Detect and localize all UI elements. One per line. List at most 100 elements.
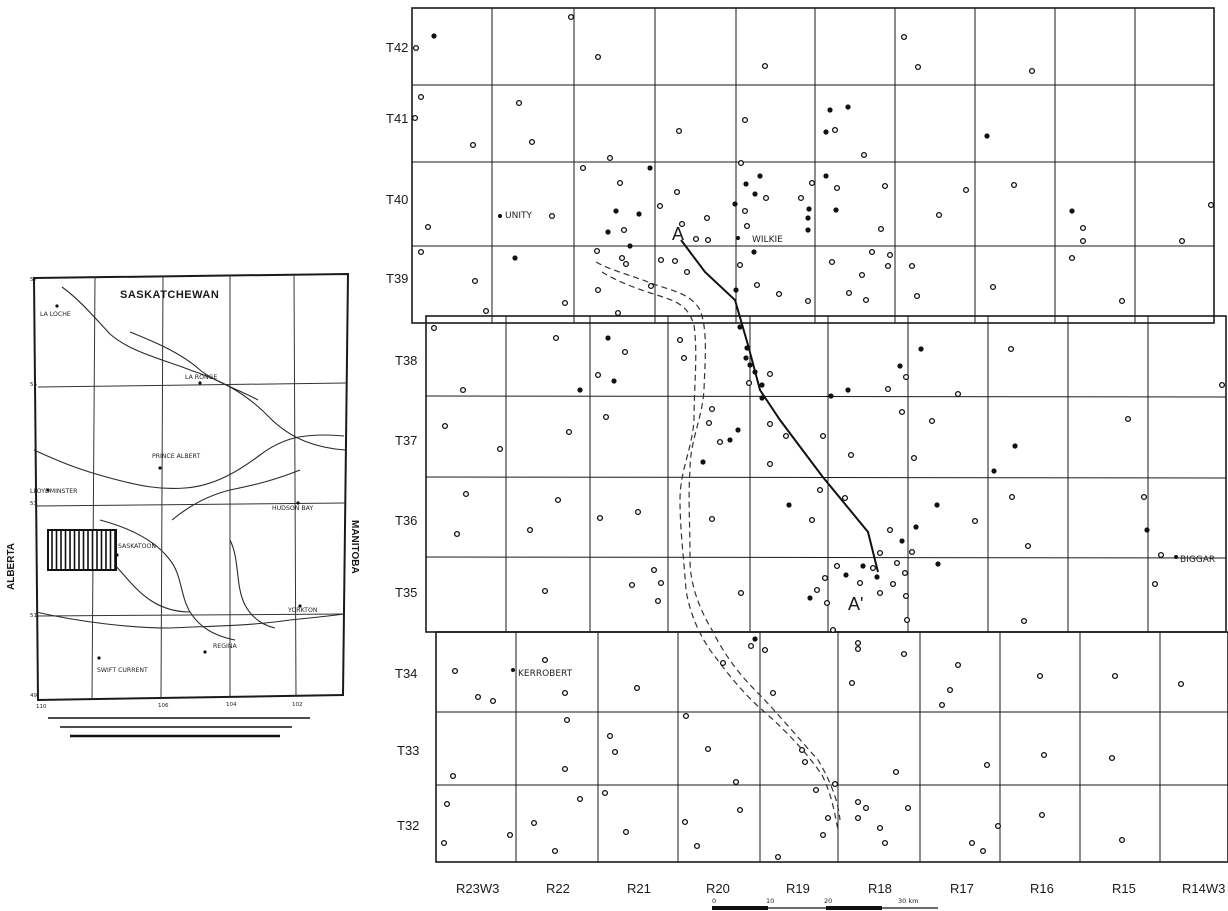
test-hole-symbol (908, 548, 916, 556)
township-block-border (435, 631, 1228, 863)
test-hole-symbol (462, 490, 470, 498)
test-hole-symbol (979, 847, 987, 855)
test-hole-symbol (654, 597, 662, 605)
scale-tick-label: 20 (824, 897, 832, 905)
test-hole-symbol (594, 53, 602, 61)
test-hole-symbol (1151, 580, 1159, 588)
test-hole-symbol (901, 569, 909, 577)
test-hole-symbol (705, 419, 713, 427)
valley-outline-dashed (595, 261, 841, 821)
city-dot (97, 656, 101, 660)
well-symbol (805, 215, 811, 221)
test-hole-symbol (854, 639, 862, 647)
test-hole-symbol (471, 277, 479, 285)
city-dot (298, 604, 302, 608)
well-symbol (757, 173, 763, 179)
range-label: R22 (546, 881, 570, 896)
test-hole-symbol (910, 454, 918, 462)
test-hole-symbol (614, 309, 622, 317)
test-hole-symbol (841, 494, 849, 502)
range-label: R23W3 (456, 881, 499, 896)
well-symbol (845, 104, 851, 110)
river-line (171, 469, 301, 521)
city-dot (158, 466, 162, 470)
river-line (109, 559, 191, 613)
test-hole-symbol (903, 616, 911, 624)
test-hole-symbol (1079, 237, 1087, 245)
test-hole-symbol (541, 587, 549, 595)
test-hole-symbol (902, 592, 910, 600)
test-hole-symbol (606, 154, 614, 162)
scale-bar-segment (826, 906, 882, 910)
test-hole-symbol (889, 580, 897, 588)
township-label: T42 (386, 40, 408, 55)
test-hole-symbol (737, 589, 745, 597)
test-hole-symbol (862, 804, 870, 812)
test-hole-symbol (824, 814, 832, 822)
township-label: T38 (395, 353, 417, 368)
test-hole-symbol (1040, 751, 1048, 759)
test-hole-symbol (808, 516, 816, 524)
test-hole-symbol (761, 646, 769, 654)
test-hole-symbol (482, 307, 490, 315)
scale-bar-segment (712, 906, 768, 910)
well-symbol (743, 355, 749, 361)
test-hole-symbol (1111, 672, 1119, 680)
test-hole-symbol (747, 642, 755, 650)
well-symbol (899, 538, 905, 544)
test-hole-symbol (869, 564, 877, 572)
well-symbol (759, 395, 765, 401)
test-hole-symbol (761, 62, 769, 70)
well-symbol (897, 363, 903, 369)
river-line (61, 286, 346, 451)
test-hole-symbol (808, 179, 816, 187)
test-hole-symbol (968, 839, 976, 847)
well-symbol (805, 227, 811, 233)
township-line (425, 395, 1227, 398)
test-hole-symbol (1178, 237, 1186, 245)
town-label: KERROBERT (518, 669, 573, 679)
test-hole-symbol (526, 526, 534, 534)
well-symbol (743, 181, 749, 187)
test-hole-symbol (737, 159, 745, 167)
test-hole-symbol (1207, 201, 1215, 209)
test-hole-symbol (606, 732, 614, 740)
township-label: T33 (397, 743, 419, 758)
well-symbol (786, 502, 792, 508)
test-hole-symbol (708, 405, 716, 413)
city-label: HUDSON BAY (272, 505, 313, 512)
test-hole-symbol (831, 126, 839, 134)
test-hole-symbol (812, 786, 820, 794)
test-hole-symbol (440, 839, 448, 847)
well-symbol (605, 229, 611, 235)
test-hole-symbol (541, 656, 549, 664)
township-label: T32 (397, 818, 419, 833)
test-hole-symbol (1124, 415, 1132, 423)
township-label: T35 (395, 585, 417, 600)
well-symbol (827, 107, 833, 113)
well-symbol (935, 561, 941, 567)
city-dot (46, 488, 50, 492)
well-symbol (874, 574, 880, 580)
township-label: T40 (386, 192, 408, 207)
test-hole-symbol (884, 385, 892, 393)
well-symbol (913, 524, 919, 530)
well-symbol (577, 387, 583, 393)
test-hole-symbol (593, 247, 601, 255)
river-line (129, 331, 259, 401)
test-hole-symbol (898, 408, 906, 416)
test-hole-symbol (628, 581, 636, 589)
test-hole-symbol (1007, 345, 1015, 353)
scale-tick-label: 10 (766, 897, 774, 905)
test-hole-symbol (736, 261, 744, 269)
test-hole-symbol (554, 496, 562, 504)
test-hole-symbol (860, 151, 868, 159)
test-hole-symbol (732, 778, 740, 786)
test-hole-symbol (938, 701, 946, 709)
test-hole-symbol (848, 679, 856, 687)
town-marker (736, 236, 740, 240)
well-symbol (843, 572, 849, 578)
well-symbol (1012, 443, 1018, 449)
township-well-map: T42 T41 T40 T39 T38 T37 T36 T35 T34 T33 T32 R23W3 R2… (386, 7, 1228, 910)
test-hole-symbol (449, 772, 457, 780)
